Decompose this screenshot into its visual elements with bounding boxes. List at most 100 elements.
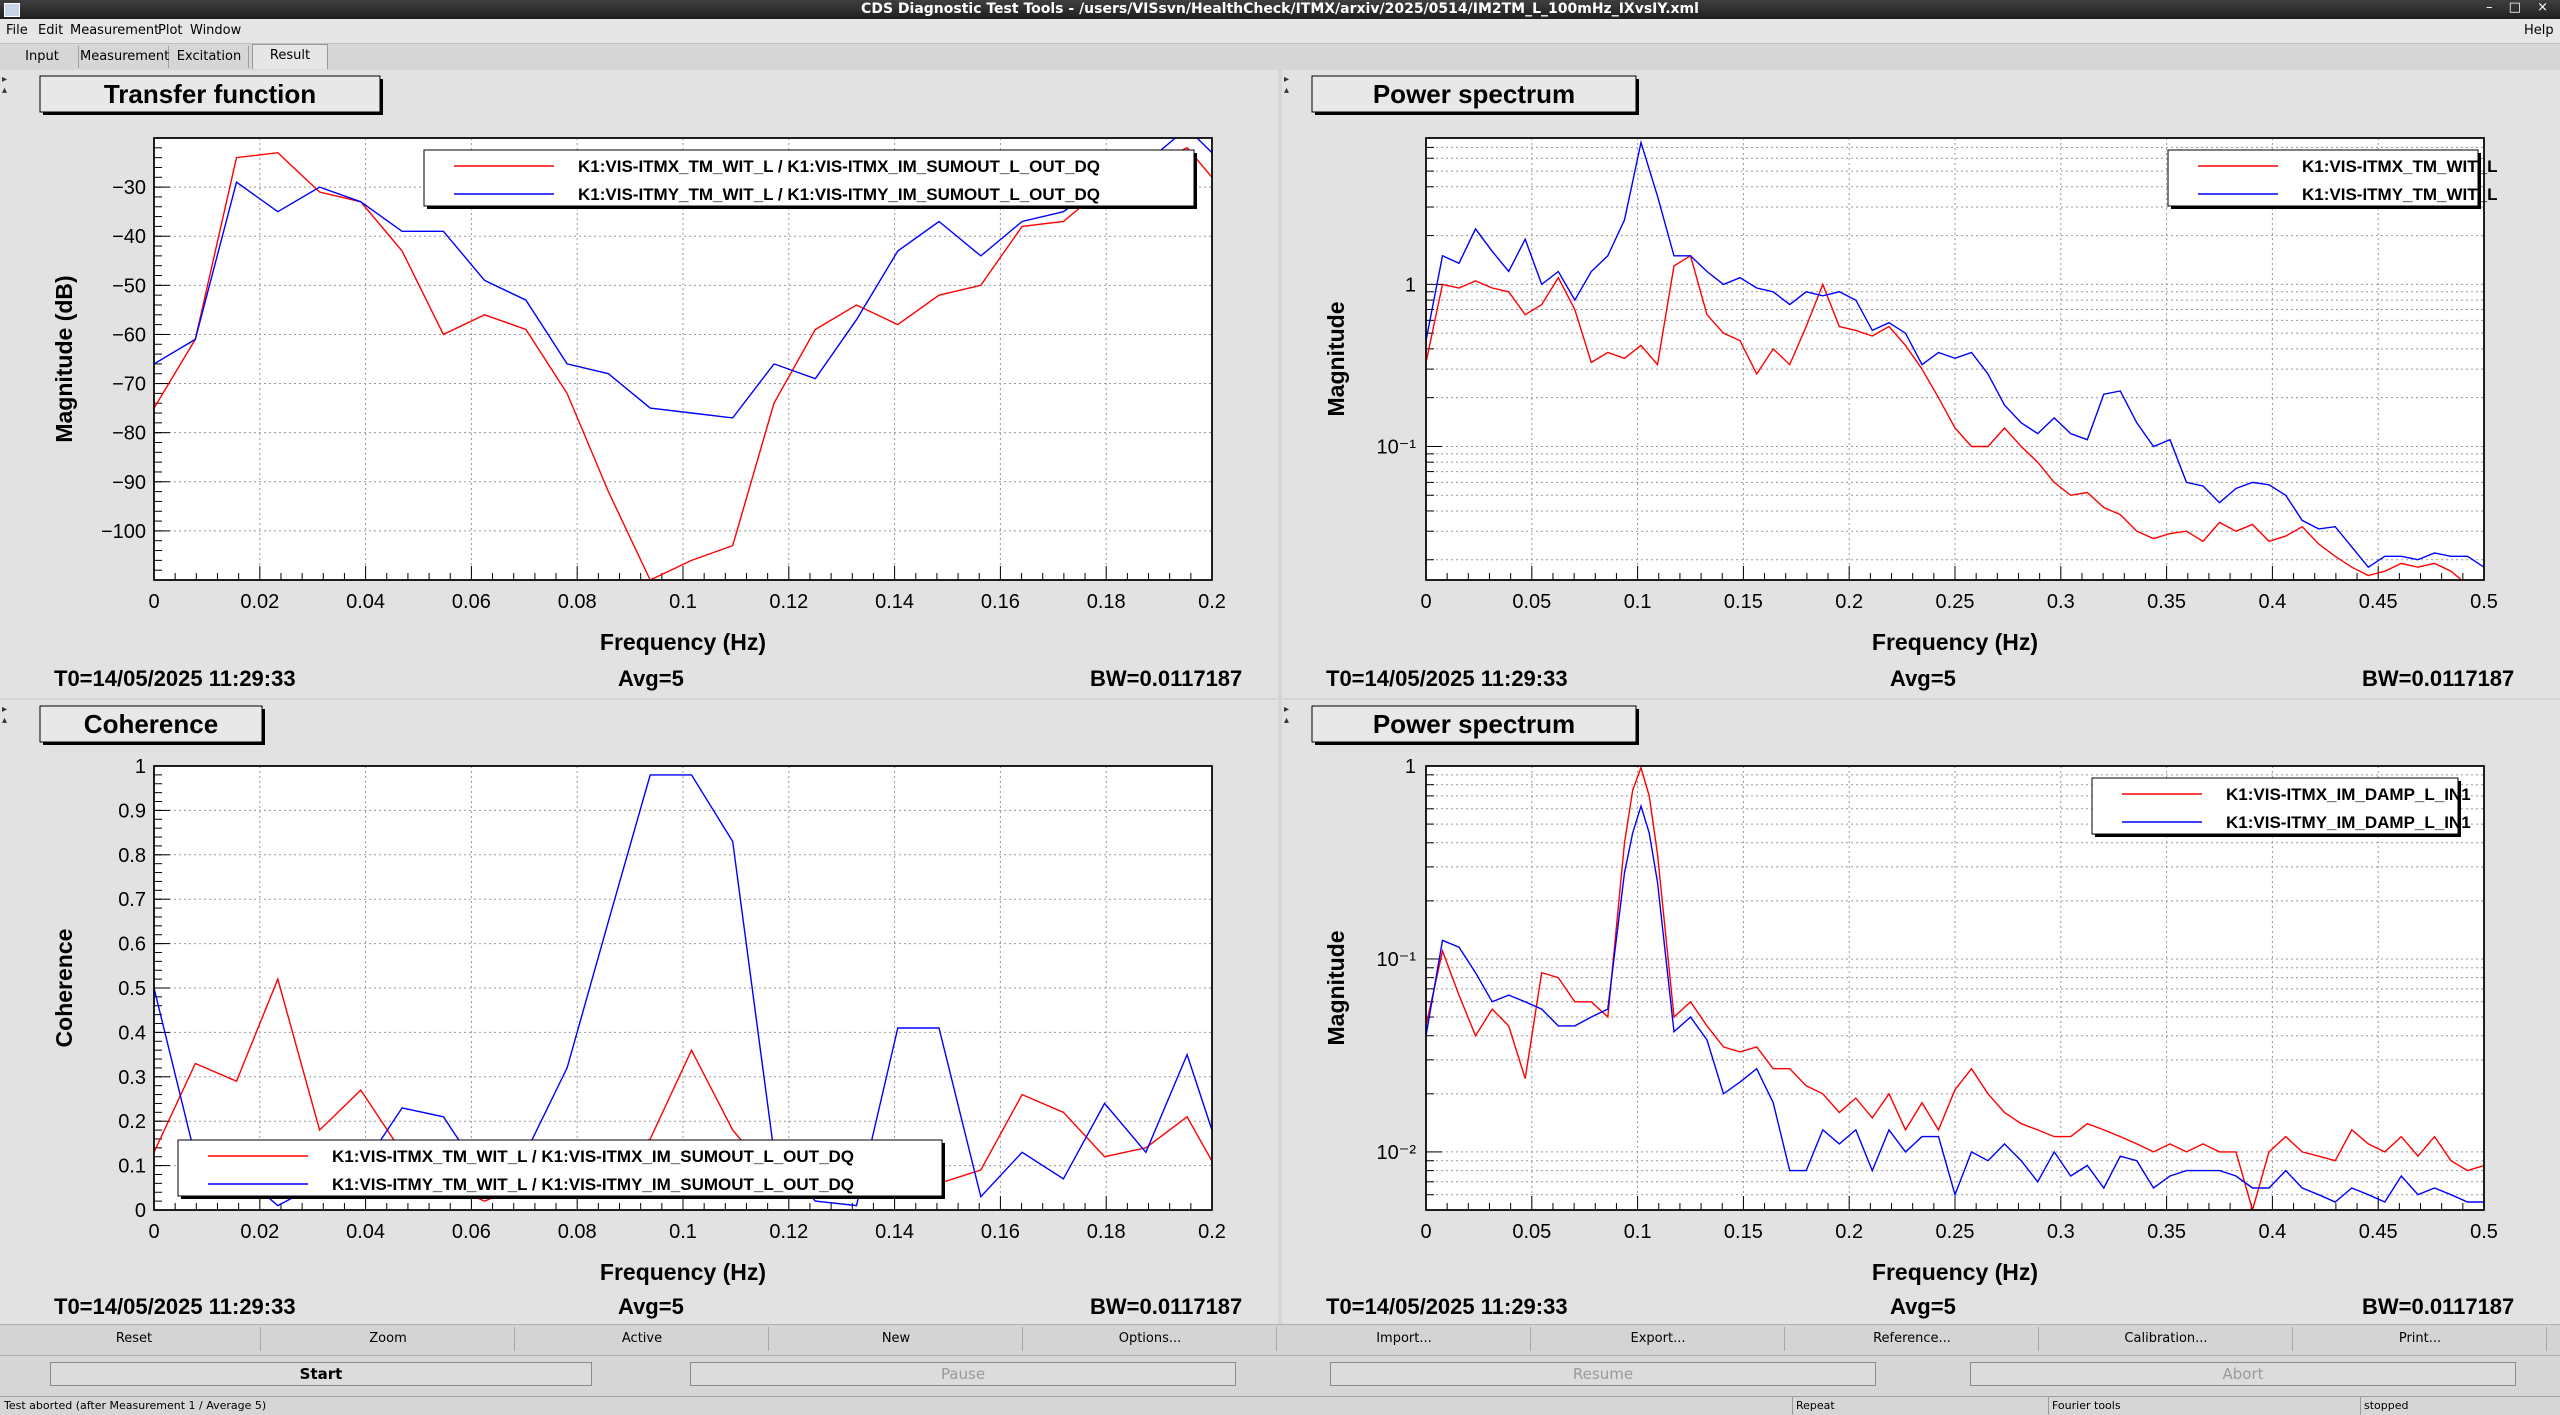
x-tick-label: 0 (1420, 591, 1431, 613)
t0-label: T0=14/05/2025 11:29:33 (1326, 1294, 1568, 1319)
legend-box (2091, 777, 2459, 835)
menu-measurement[interactable]: Measurement (70, 23, 160, 38)
x-tick-label: 0.06 (452, 591, 491, 613)
x-axis-label: Frequency (Hz) (1872, 1259, 2038, 1285)
plot-panel-transfer-function[interactable]: ▸ ▴ Transfer function 0 0.02 0.04 0.06 0.08 0.1… (0, 70, 1278, 698)
panel-arrows[interactable]: ▸ ▴ (2, 704, 8, 726)
abort-button[interactable]: Abort (1970, 1362, 2516, 1386)
title-box (1311, 705, 1637, 743)
x-tick-label: 0.1 (1624, 591, 1652, 613)
plot-toolbar: Reset Zoom Active New Options... Import.… (0, 1324, 2560, 1356)
chart-title: Power spectrum (1373, 709, 1575, 739)
x-tick-label: 0.1 (669, 1221, 697, 1243)
panel-arrows[interactable]: ▸ ▴ (1284, 704, 1290, 726)
reset-button[interactable]: Reset (8, 1327, 261, 1351)
bw-label: BW=0.0117187 (1090, 1294, 1243, 1319)
x-tick-label: 0.18 (1087, 591, 1126, 613)
plot-panel-coherence[interactable]: ▸ ▴ Coherence 0 0.02 0.04 0.06 0.08 0.1 0.12 0.14… (0, 700, 1278, 1324)
series-line-1 (154, 976, 1212, 1202)
y-tick-label: 10⁻¹ (1377, 949, 1417, 971)
power-spectrum-plot-bottom[interactable]: Power spectrum 0 0.05 0.1 0.15 0.2 0.25 0.3 0.35… (1282, 700, 2560, 1324)
y-tick-label: 0.4 (118, 1022, 146, 1044)
y-tick-label: 0.8 (118, 845, 146, 867)
export-button[interactable]: Export... (1532, 1327, 1785, 1351)
menu-bar: File Edit Measurement Plot Window Help (0, 19, 2560, 44)
active-button[interactable]: Active (516, 1327, 769, 1351)
legend: K1:VIS-ITMX_TM_WIT_L / K1:VIS-ITMX_IM_SU… (177, 1139, 945, 1199)
plot-frame (1425, 137, 2485, 581)
avg-label: Avg=5 (1890, 666, 1956, 691)
start-button[interactable]: Start (50, 1362, 592, 1386)
menu-file[interactable]: File (6, 23, 28, 38)
y-axis-label: Magnitude (dB) (51, 275, 77, 442)
plot-panel-power-spectrum-top[interactable]: ▸ ▴ Power spectrum 0 0.05 0.1 0.15 0.2 0.25 0.3 0… (1282, 70, 2560, 698)
calibration-button[interactable]: Calibration... (2040, 1327, 2293, 1351)
menu-plot[interactable]: Plot (158, 23, 183, 38)
y-tick-label: 10⁻¹ (1377, 436, 1417, 458)
bw-label: BW=0.0117187 (1090, 666, 1243, 691)
coherence-plot[interactable]: Coherence 0 0.02 0.04 0.06 0.08 0.1 0.12 0.14 0.1… (0, 700, 1278, 1324)
legend-box (2167, 149, 2479, 207)
x-tick-label: 0.04 (346, 1221, 385, 1243)
x-tick-label: 0.16 (981, 1221, 1020, 1243)
import-button[interactable]: Import... (1278, 1327, 1531, 1351)
tab-result[interactable]: Result (252, 44, 328, 69)
chart-title: Transfer function (104, 79, 316, 109)
legend-label-2: K1:VIS-ITMY_TM_WIT_L / K1:VIS-ITMY_IM_SU… (332, 1175, 854, 1194)
zoom-button[interactable]: Zoom (262, 1327, 515, 1351)
bw-label: BW=0.0117187 (2362, 1294, 2515, 1319)
transfer-function-plot[interactable]: Transfer function 0 0.02 0.04 0.06 0.08 0.1 0.1… (0, 70, 1278, 698)
x-tick-label: 0.1 (669, 591, 697, 613)
y-tick-label: −30 (112, 177, 146, 199)
y-tick-label: −70 (112, 374, 146, 396)
x-tick-label: 0.25 (1936, 1221, 1975, 1243)
t0-label: T0=14/05/2025 11:29:33 (54, 666, 296, 691)
x-tick-label: 0.4 (2258, 1221, 2286, 1243)
y-axis-label: Magnitude (1323, 931, 1349, 1046)
y-tick-label: 0.3 (118, 1067, 146, 1089)
tab-excitation[interactable]: Excitation (170, 46, 249, 68)
x-tick-label: 0.35 (2147, 591, 2186, 613)
t0-label: T0=14/05/2025 11:29:33 (1326, 666, 1568, 691)
app-icon (4, 3, 20, 17)
chart-title: Power spectrum (1373, 79, 1575, 109)
menu-window[interactable]: Window (190, 23, 242, 38)
panel-arrows[interactable]: ▸ ▴ (2, 74, 8, 96)
tab-measurement[interactable]: Measurement (80, 46, 169, 68)
x-tick-label: 0.5 (2470, 591, 2498, 613)
menu-edit[interactable]: Edit (38, 23, 64, 38)
pause-button[interactable]: Pause (690, 1362, 1236, 1386)
legend-box (177, 1139, 943, 1197)
resume-button[interactable]: Resume (1330, 1362, 1876, 1386)
panel-arrows[interactable]: ▸ ▴ (1284, 74, 1290, 96)
x-tick-label: 0.02 (240, 1221, 279, 1243)
x-tick-label: 0.12 (769, 591, 808, 613)
window-controls[interactable]: – □ × (2486, 0, 2554, 15)
new-button[interactable]: New (770, 1327, 1023, 1351)
status-repeat: Repeat (1796, 1399, 1835, 1412)
tab-input[interactable]: Input (6, 46, 79, 68)
y-tick-label: 0.1 (118, 1156, 146, 1178)
y-tick-label: 0.6 (118, 934, 146, 956)
x-tick-label: 0.25 (1936, 591, 1975, 613)
y-tick-label: 0 (135, 1200, 146, 1222)
reference-button[interactable]: Reference... (1786, 1327, 2039, 1351)
legend-label-2: K1:VIS-ITMY_TM_WIT_L (2302, 185, 2498, 204)
status-fourier: Fourier tools (2052, 1399, 2121, 1412)
x-tick-label: 0.14 (875, 1221, 914, 1243)
y-tick-label: 10⁻² (1377, 1142, 1417, 1164)
menu-help[interactable]: Help (2524, 23, 2554, 38)
legend-box (423, 149, 1195, 207)
y-axis-label: Magnitude (1323, 302, 1349, 417)
plot-panel-power-spectrum-bottom[interactable]: ▸ ▴ Power spectrum 0 0.05 0.1 0.15 0.2 0.25 0.3 0… (1282, 700, 2560, 1324)
options-button[interactable]: Options... (1024, 1327, 1277, 1351)
x-tick-label: 0.2 (1198, 1221, 1226, 1243)
x-tick-label: 0.05 (1512, 1221, 1551, 1243)
title-box (1311, 75, 1637, 113)
x-tick-label: 0.18 (1087, 1221, 1126, 1243)
print-button[interactable]: Print... (2294, 1327, 2547, 1351)
x-tick-label: 0.3 (2047, 591, 2075, 613)
power-spectrum-plot-top[interactable]: Power spectrum 0 0.05 0.1 0.15 0.2 0.25 0.3 0.35… (1282, 70, 2560, 698)
y-tick-label: −100 (101, 521, 146, 543)
x-tick-label: 0.12 (769, 1221, 808, 1243)
